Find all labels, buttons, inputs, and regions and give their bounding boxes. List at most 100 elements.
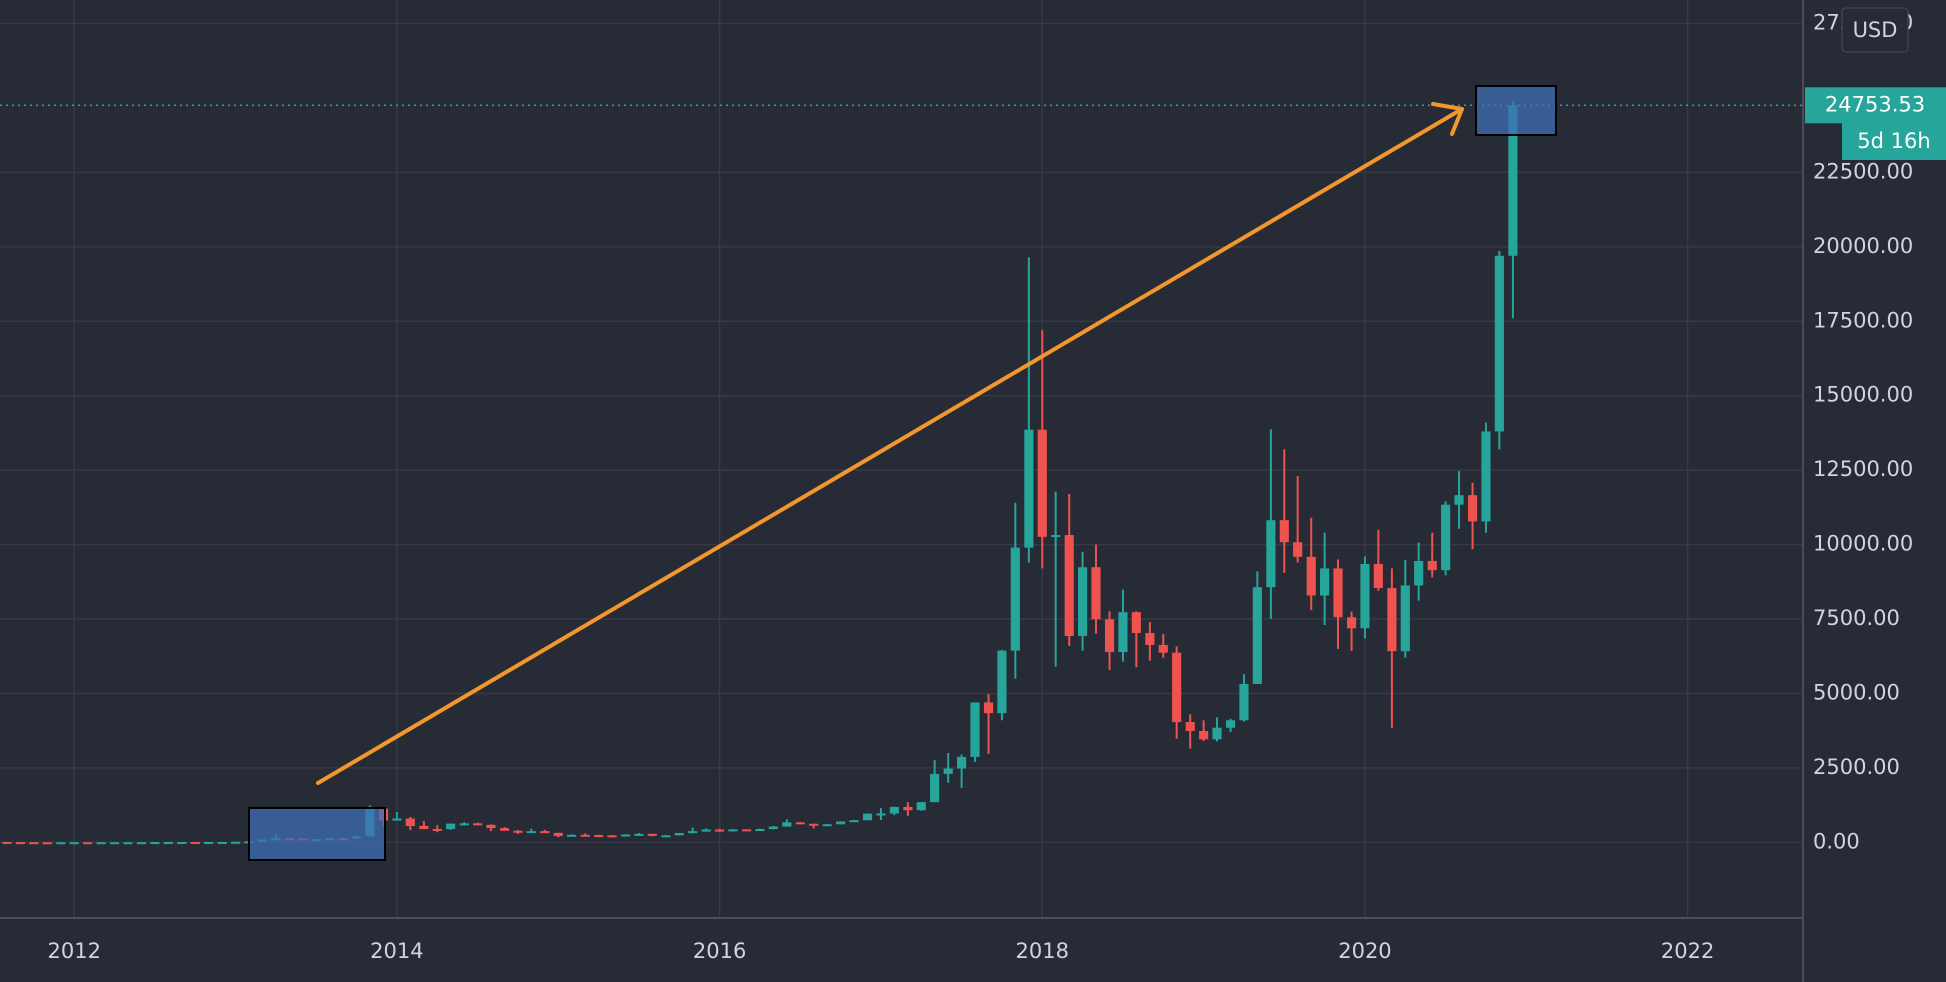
candle-body: [1441, 504, 1451, 571]
candle-body: [204, 841, 214, 844]
candle-body: [459, 823, 469, 826]
candle-body: [970, 702, 980, 757]
drawings: [248, 85, 1557, 861]
candle-body: [109, 842, 120, 845]
candle-body: [1360, 563, 1370, 629]
candle-body: [1387, 588, 1397, 652]
candle-body: [163, 842, 173, 845]
candle-body: [473, 823, 483, 826]
candle-body: [177, 841, 187, 844]
candle-body: [392, 818, 402, 821]
candle-body: [1064, 535, 1074, 637]
y-tick-label: 20000.00: [1813, 234, 1913, 258]
candle-body: [96, 842, 106, 845]
candle-body: [1131, 612, 1141, 634]
candle-body: [526, 831, 536, 834]
candle-body: [540, 831, 550, 834]
candle-body: [674, 833, 684, 836]
candle-body: [755, 829, 765, 832]
candle-body: [782, 822, 792, 827]
candle-body: [688, 831, 698, 834]
last-price-label: 24753.53: [1825, 92, 1925, 116]
candle-body: [432, 828, 442, 831]
candle-body: [513, 830, 523, 833]
candle-body: [903, 806, 913, 811]
candle-body: [1185, 722, 1195, 732]
candle-body: [1333, 568, 1343, 618]
candle-body: [1212, 727, 1222, 740]
candle-body: [405, 818, 415, 826]
candle-body: [1494, 255, 1504, 432]
candle-body: [647, 833, 657, 836]
trend-arrow: [316, 107, 1464, 785]
candle-body: [1467, 495, 1478, 522]
currency-label: USD: [1853, 18, 1898, 42]
y-tick-label: 17500.00: [1813, 308, 1913, 332]
candle-body: [1091, 567, 1101, 620]
candle-body: [997, 650, 1007, 714]
y-tick-label: 12500.00: [1813, 457, 1913, 481]
candle-body: [715, 829, 725, 832]
candle-body: [876, 813, 886, 816]
candle-body: [69, 842, 79, 845]
candle-body: [1024, 429, 1034, 548]
candle-body: [1427, 560, 1437, 571]
x-tick-label: 2016: [693, 939, 746, 963]
candle-body: [916, 802, 926, 811]
x-tick-label: 2022: [1661, 939, 1714, 963]
candle-body: [983, 702, 994, 714]
candle-body: [150, 842, 160, 845]
candle-body: [1158, 644, 1168, 653]
candle-body: [1239, 683, 1249, 721]
arrow-head: [1431, 102, 1464, 136]
candle-body: [741, 829, 752, 832]
countdown-label: 5d 16h: [1857, 129, 1930, 153]
currency-box: [1841, 7, 1909, 53]
last-price-box: [1805, 87, 1946, 124]
y-tick-label: 10000.00: [1813, 532, 1913, 556]
candle-body: [553, 832, 563, 836]
candle-body: [217, 841, 227, 844]
candles: [0, 100, 1803, 845]
candle-body: [29, 842, 39, 845]
candle-body: [634, 833, 644, 836]
candle-body: [661, 835, 671, 838]
candle-body: [1037, 429, 1047, 537]
candle-body: [795, 822, 805, 825]
candle-body: [943, 768, 953, 774]
highlight-box: [248, 807, 386, 861]
candle-body: [567, 834, 577, 837]
candle-body: [620, 834, 631, 837]
candle-body: [1078, 567, 1088, 637]
y-tick-label: 2500.00: [1813, 755, 1900, 779]
candle-body: [446, 823, 456, 830]
candle-body: [1104, 619, 1115, 653]
candle-body: [123, 842, 133, 845]
candle-body: [1400, 585, 1410, 652]
candle-body: [1172, 652, 1182, 723]
countdown-box: [1842, 122, 1946, 160]
candle-body: [1010, 547, 1020, 651]
candle-body: [594, 835, 604, 838]
candle-body: [580, 834, 590, 837]
candle-body: [1145, 633, 1155, 645]
candle-body: [1118, 612, 1128, 653]
candle-body: [486, 824, 496, 829]
candle-body: [862, 813, 873, 821]
candle-body: [56, 842, 66, 845]
x-tick-label: 2014: [370, 939, 423, 963]
candle-body: [1051, 535, 1061, 538]
candle-body: [836, 821, 846, 825]
candle-body: [768, 826, 778, 830]
x-tick-label: 2018: [1016, 939, 1069, 963]
candle-body: [809, 823, 819, 826]
candle-body: [930, 773, 940, 803]
candle-body: [2, 841, 12, 844]
y-tick-label: 5000.00: [1813, 680, 1900, 704]
candle-body: [1346, 617, 1357, 629]
candle-body: [728, 829, 738, 832]
y-tick-label: 0.00: [1813, 829, 1860, 853]
candle-body: [1306, 556, 1316, 596]
candle-body: [1508, 105, 1518, 256]
candle-body: [190, 841, 200, 844]
